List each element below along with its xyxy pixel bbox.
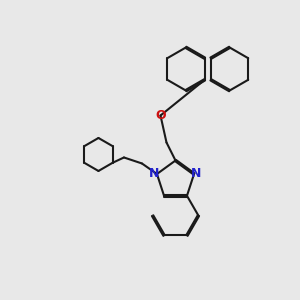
Text: N: N <box>191 167 202 181</box>
Text: O: O <box>155 109 166 122</box>
Text: N: N <box>149 167 160 181</box>
